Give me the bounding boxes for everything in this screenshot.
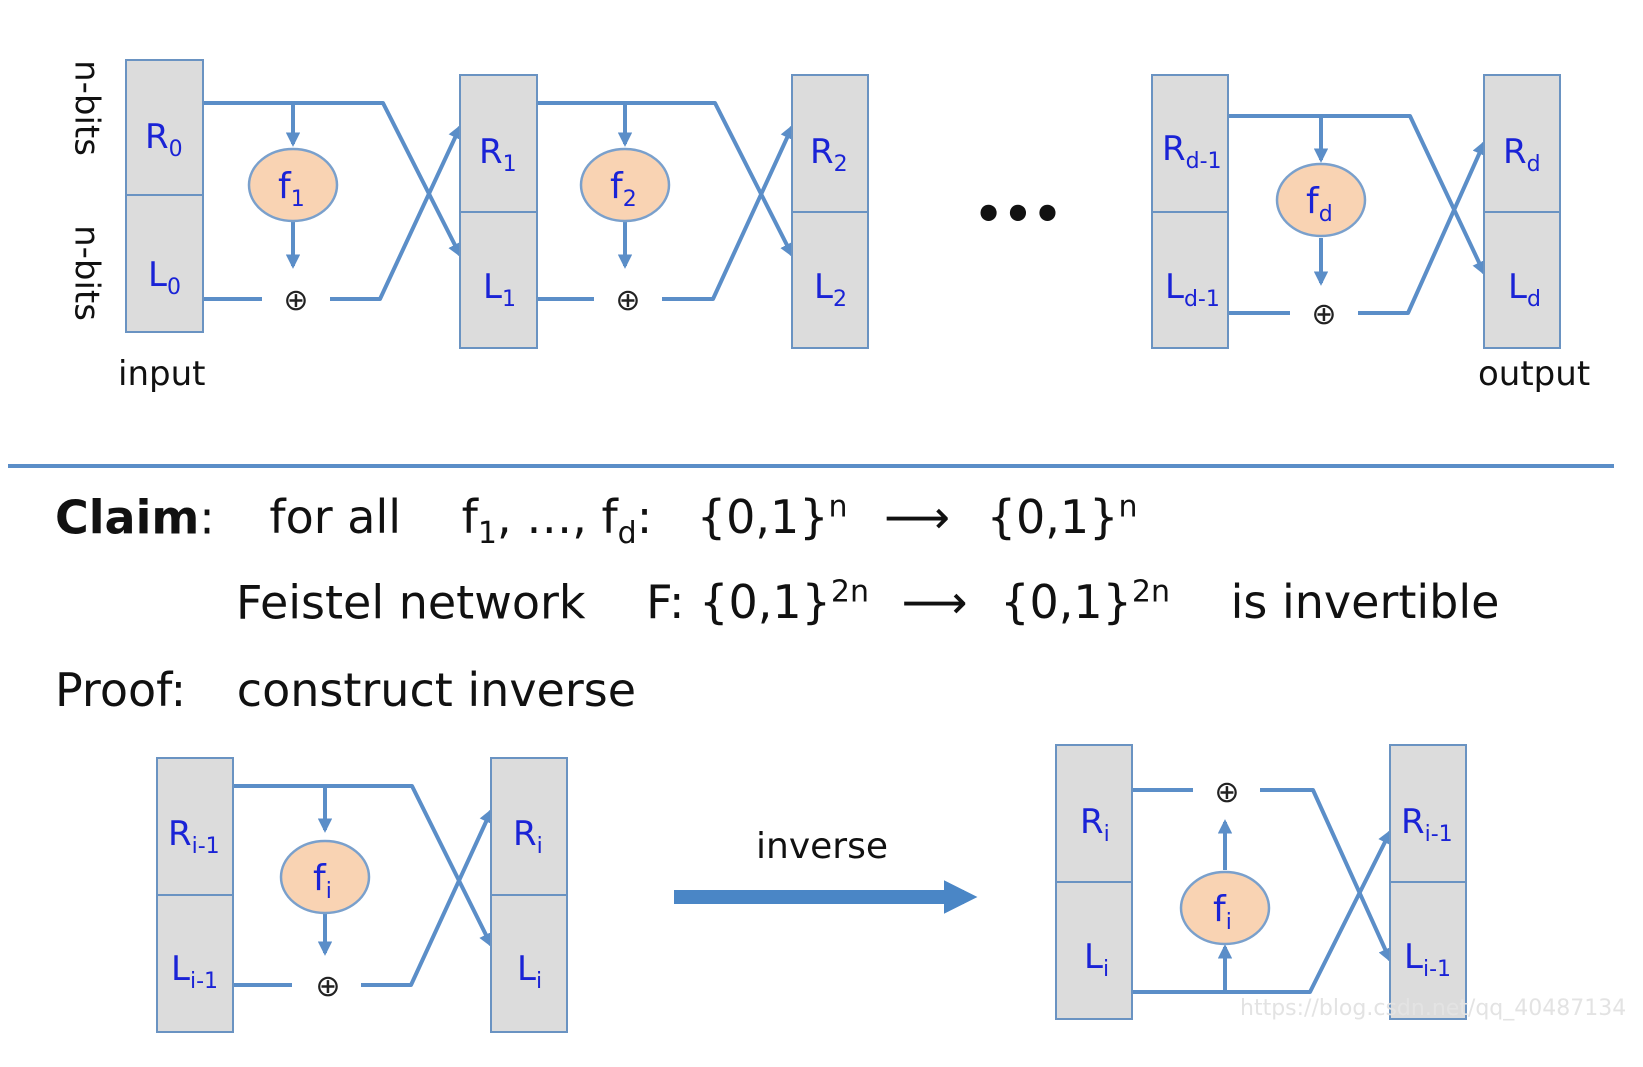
claim-functions: f1, …, fd: — [461, 490, 653, 552]
function-f1: f1 — [247, 147, 339, 223]
svg-text:Li: Li — [1084, 937, 1109, 982]
claim-codomain: {0,1}n — [986, 490, 1138, 545]
round1-wires — [203, 101, 462, 301]
feistel-line: Feistel network F: {0,1}2n ⟶ {0,1}2n is … — [236, 575, 1499, 629]
function-fd: fd — [1275, 162, 1367, 238]
svg-text:Li-1: Li-1 — [1404, 937, 1451, 982]
register-Li-label: Li — [517, 949, 542, 994]
register-R2: R2 — [791, 74, 869, 213]
register-Ri-1-label: Ri-1 — [168, 814, 220, 859]
register-R1-label: R1 — [479, 132, 517, 177]
output-label: output — [1478, 354, 1590, 394]
inverse-xor: ⊕ — [1214, 775, 1239, 810]
register-L1-label: L1 — [483, 267, 516, 312]
roundd-wires — [1228, 114, 1486, 315]
proof-word: Proof: — [55, 663, 187, 717]
xor-i: ⊕ — [315, 969, 340, 1004]
inverse-register-Ri-1: Ri-1 — [1389, 744, 1467, 883]
svg-text:fi: fi — [313, 858, 332, 904]
register-L1: L1 — [459, 211, 538, 349]
svg-text:fd: fd — [1306, 181, 1333, 227]
is-invertible-text: is invertible — [1230, 575, 1500, 630]
side-label-bottom: n-bits — [67, 225, 107, 321]
register-L2: L2 — [791, 211, 869, 349]
register-L2-label: L2 — [814, 267, 847, 312]
register-Ld-1-label: Ld-1 — [1165, 267, 1220, 312]
function-f2: f2 — [579, 147, 671, 223]
register-R2-label: R2 — [810, 132, 848, 177]
proof-line: Proof: construct inverse — [55, 663, 636, 717]
svg-text:Ri: Ri — [1080, 802, 1110, 847]
function-fi: fi — [279, 839, 371, 915]
register-Rd-1: Rd-1 — [1151, 74, 1229, 213]
xor-d: ⊕ — [1311, 297, 1336, 332]
register-Rd: Rd — [1483, 74, 1561, 213]
register-Ri-label: Ri — [513, 814, 543, 859]
register-Ld: Ld — [1483, 211, 1561, 349]
side-label-top: n-bits — [67, 60, 107, 156]
round2-wires — [537, 101, 794, 301]
register-Ld-label: Ld — [1508, 267, 1541, 312]
inverse-label: inverse — [756, 826, 888, 867]
claim-line: Claim: for all f1, …, fd: {0,1}n ⟶ {0,1}… — [55, 490, 1137, 552]
register-R0-label: R0 — [145, 117, 183, 162]
claim-colon: : — [199, 490, 215, 545]
input-label: input — [118, 354, 205, 394]
inverse-register-Li-1: Li-1 — [1389, 881, 1467, 1020]
round-i-wires — [233, 784, 493, 987]
register-Li-1-label: Li-1 — [171, 949, 218, 994]
claim-for-all: for all — [269, 490, 402, 545]
claim-arrow: ⟶ — [884, 490, 951, 545]
register-R0: R0 — [125, 59, 204, 196]
register-Li: Li — [490, 894, 568, 1033]
xor-1: ⊕ — [283, 283, 308, 318]
register-Li-1: Li-1 — [156, 894, 234, 1033]
svg-text:f2: f2 — [610, 166, 637, 212]
inverse-round-wires — [1132, 788, 1392, 994]
claim-word: Claim — [55, 490, 200, 545]
inverse-register-Ri: Ri — [1055, 744, 1133, 883]
register-L0-label: L0 — [148, 255, 181, 300]
svg-text:Ri-1: Ri-1 — [1401, 802, 1453, 847]
proof-text: construct inverse — [236, 663, 637, 717]
xor-2: ⊕ — [615, 283, 640, 318]
register-R1: R1 — [459, 74, 538, 213]
register-Rd-label: Rd — [1503, 132, 1541, 177]
feistel-arrow: ⟶ — [901, 575, 968, 630]
register-Rd-1-label: Rd-1 — [1162, 129, 1222, 174]
feistel-network-text: Feistel network — [236, 575, 586, 630]
claim-domain: {0,1}n — [696, 490, 848, 545]
svg-text:f1: f1 — [278, 166, 305, 212]
inverse-register-Li: Li — [1055, 881, 1133, 1020]
inverse-function-fi: fi — [1179, 870, 1271, 946]
feistel-domain: F: {0,1}2n — [646, 575, 869, 630]
register-Ri-1: Ri-1 — [156, 757, 234, 896]
ellipsis: ••• — [974, 187, 1062, 241]
watermark: https://blog.csdn.net/qq_40487134 — [1240, 996, 1627, 1021]
feistel-codomain: {0,1}2n — [1000, 575, 1170, 630]
register-L0: L0 — [125, 194, 204, 333]
register-Ld-1: Ld-1 — [1151, 211, 1229, 349]
register-Ri: Ri — [490, 757, 568, 896]
svg-text:fi: fi — [1213, 889, 1232, 935]
